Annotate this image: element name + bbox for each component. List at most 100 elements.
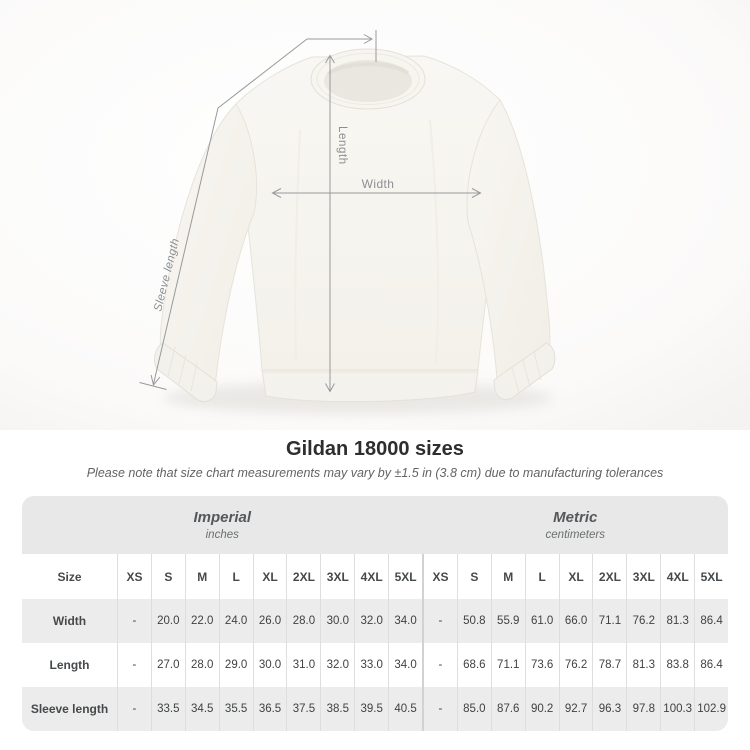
metric-label: Metric xyxy=(553,508,598,526)
table-cell: 33.0 xyxy=(354,643,388,687)
left-arrowhead xyxy=(271,188,282,198)
size-header: XL xyxy=(252,554,287,599)
right-arrowhead xyxy=(363,34,374,44)
right-arrowhead xyxy=(471,188,482,198)
table-cell: 34.5 xyxy=(184,687,219,731)
table-cell: 27.0 xyxy=(150,643,185,687)
table-cell: 34.0 xyxy=(388,599,422,643)
table-cell: 50.8 xyxy=(456,599,491,643)
table-cell: 39.5 xyxy=(354,687,388,731)
imperial-group-header: Imperial inches xyxy=(22,496,423,554)
size-header: XS xyxy=(117,554,151,599)
size-header: S xyxy=(456,554,491,599)
table-cell: 86.4 xyxy=(694,643,728,687)
table-cell: 32.0 xyxy=(320,643,354,687)
table-cell: - xyxy=(422,599,457,643)
table-cell: - xyxy=(117,599,151,643)
size-header: M xyxy=(184,554,219,599)
table-cell: 20.0 xyxy=(150,599,185,643)
size-header: 4XL xyxy=(354,554,388,599)
table-cell: 32.0 xyxy=(354,599,388,643)
table-cell: 38.5 xyxy=(320,687,354,731)
table-row: Width - 20.0 22.0 24.0 26.0 28.0 30.0 32… xyxy=(22,599,728,643)
collar-inner-shadow xyxy=(326,62,410,76)
cuff-ribs xyxy=(167,346,198,392)
size-header: M xyxy=(490,554,525,599)
table-cell: 100.3 xyxy=(660,687,694,731)
size-header: L xyxy=(218,554,253,599)
size-header: XS xyxy=(422,554,457,599)
metric-unit: centimeters xyxy=(545,528,605,541)
collar-opening xyxy=(324,60,412,102)
dimension-lines xyxy=(139,30,482,393)
unit-group-header: Imperial inches Metric centimeters xyxy=(22,496,728,554)
table-cell: 34.0 xyxy=(388,643,422,687)
table-cell: - xyxy=(117,687,151,731)
tolerance-note: Please note that size chart measurements… xyxy=(86,466,664,480)
table-cell: 36.5 xyxy=(252,687,287,731)
product-photo: Length Width Sleeve length xyxy=(0,0,750,430)
table-cell: 71.1 xyxy=(490,643,525,687)
sleeve-end-cap xyxy=(139,382,167,390)
page-title: Gildan 18000 sizes xyxy=(286,438,464,460)
table-cell: 37.5 xyxy=(286,687,320,731)
table-cell: 71.1 xyxy=(592,599,626,643)
table-cell: 73.6 xyxy=(524,643,559,687)
table-cell: 78.7 xyxy=(592,643,626,687)
sweatshirt-diagram: Length Width Sleeve length xyxy=(0,0,750,430)
fold-line xyxy=(294,129,301,361)
table-cell: 28.0 xyxy=(184,643,219,687)
table-cell: 24.0 xyxy=(218,599,253,643)
table-cell: 76.2 xyxy=(558,643,593,687)
table-cell: 28.0 xyxy=(286,599,320,643)
size-chart-table: Imperial inches Metric centimeters Size … xyxy=(22,496,728,731)
size-col-header: Size xyxy=(57,569,82,584)
fold-line xyxy=(429,119,439,363)
table-cell: 31.0 xyxy=(286,643,320,687)
table-cell: 81.3 xyxy=(660,599,694,643)
table-cell: 76.2 xyxy=(626,599,660,643)
size-header: 2XL xyxy=(592,554,626,599)
size-header: 5XL xyxy=(694,554,728,599)
metric-group-header: Metric centimeters xyxy=(423,496,729,554)
table-cell: 81.3 xyxy=(626,643,660,687)
row-label: Length xyxy=(49,658,90,672)
title-block: Gildan 18000 sizes Please note that size… xyxy=(0,436,750,481)
size-header: 2XL xyxy=(286,554,320,599)
table-cell: 83.8 xyxy=(660,643,694,687)
size-header: S xyxy=(150,554,185,599)
imperial-label: Imperial xyxy=(193,508,252,526)
table-cell: 55.9 xyxy=(490,599,525,643)
table-cell: 85.0 xyxy=(456,687,491,731)
hem-band xyxy=(261,369,479,403)
cuff-ribs xyxy=(511,351,542,394)
table-cell: 86.4 xyxy=(694,599,728,643)
length-label: Length xyxy=(336,126,348,165)
left-cuff xyxy=(154,342,218,403)
table-cell: 33.5 xyxy=(150,687,185,731)
row-label: Width xyxy=(52,614,87,628)
right-cuff xyxy=(493,342,556,401)
down-arrowhead xyxy=(325,383,335,393)
size-header: 5XL xyxy=(388,554,422,599)
table-cell: 68.6 xyxy=(456,643,491,687)
table-cell: 87.6 xyxy=(490,687,525,731)
table-cell: - xyxy=(422,687,457,731)
size-header: 3XL xyxy=(626,554,660,599)
table-cell: 61.0 xyxy=(524,599,559,643)
table-cell: 35.5 xyxy=(218,687,253,731)
table-cell: - xyxy=(117,643,151,687)
down-arrowhead xyxy=(150,374,161,387)
table-cell: 96.3 xyxy=(592,687,626,731)
size-header: XL xyxy=(558,554,593,599)
sleeve-length-line xyxy=(153,38,308,385)
table-cell: 102.9 xyxy=(694,687,728,731)
size-header: 3XL xyxy=(320,554,354,599)
row-label: Sleeve length xyxy=(30,702,109,716)
table-cell: 40.5 xyxy=(388,687,422,731)
table-cell: - xyxy=(422,643,457,687)
table-cell: 66.0 xyxy=(558,599,593,643)
table-cell: 30.0 xyxy=(252,643,287,687)
table-cell: 97.8 xyxy=(626,687,660,731)
imperial-unit: inches xyxy=(205,528,239,541)
